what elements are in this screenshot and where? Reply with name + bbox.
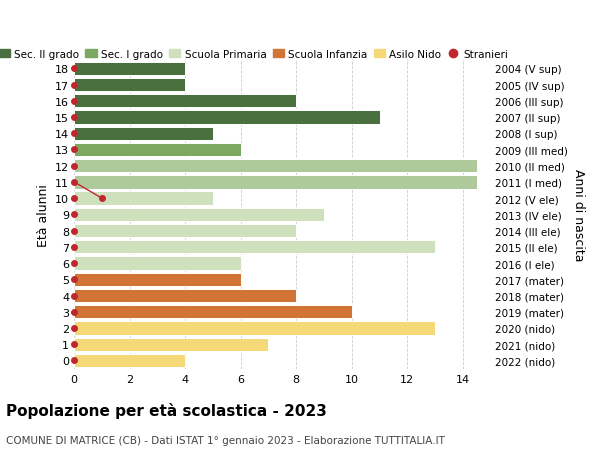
Bar bbox=[74, 241, 435, 254]
Bar bbox=[74, 160, 477, 173]
Text: Popolazione per età scolastica - 2023: Popolazione per età scolastica - 2023 bbox=[6, 402, 327, 418]
Bar bbox=[74, 224, 296, 238]
Bar bbox=[74, 305, 352, 319]
Bar bbox=[74, 111, 380, 124]
Bar bbox=[74, 257, 241, 270]
Y-axis label: Anni di nascita: Anni di nascita bbox=[572, 169, 585, 261]
Bar bbox=[74, 95, 296, 108]
Bar bbox=[74, 127, 213, 140]
Bar bbox=[74, 322, 435, 335]
Bar bbox=[74, 192, 213, 205]
Bar bbox=[74, 176, 477, 189]
Legend: Sec. II grado, Sec. I grado, Scuola Primaria, Scuola Infanzia, Asilo Nido, Stran: Sec. II grado, Sec. I grado, Scuola Prim… bbox=[0, 45, 512, 64]
Bar bbox=[74, 62, 185, 76]
Bar bbox=[74, 354, 185, 367]
Bar bbox=[74, 338, 268, 351]
Bar bbox=[74, 79, 185, 92]
Y-axis label: Età alunni: Età alunni bbox=[37, 184, 50, 246]
Bar bbox=[74, 144, 241, 157]
Text: COMUNE DI MATRICE (CB) - Dati ISTAT 1° gennaio 2023 - Elaborazione TUTTITALIA.IT: COMUNE DI MATRICE (CB) - Dati ISTAT 1° g… bbox=[6, 435, 445, 445]
Bar bbox=[74, 208, 324, 222]
Bar bbox=[74, 273, 241, 286]
Bar bbox=[74, 289, 296, 302]
